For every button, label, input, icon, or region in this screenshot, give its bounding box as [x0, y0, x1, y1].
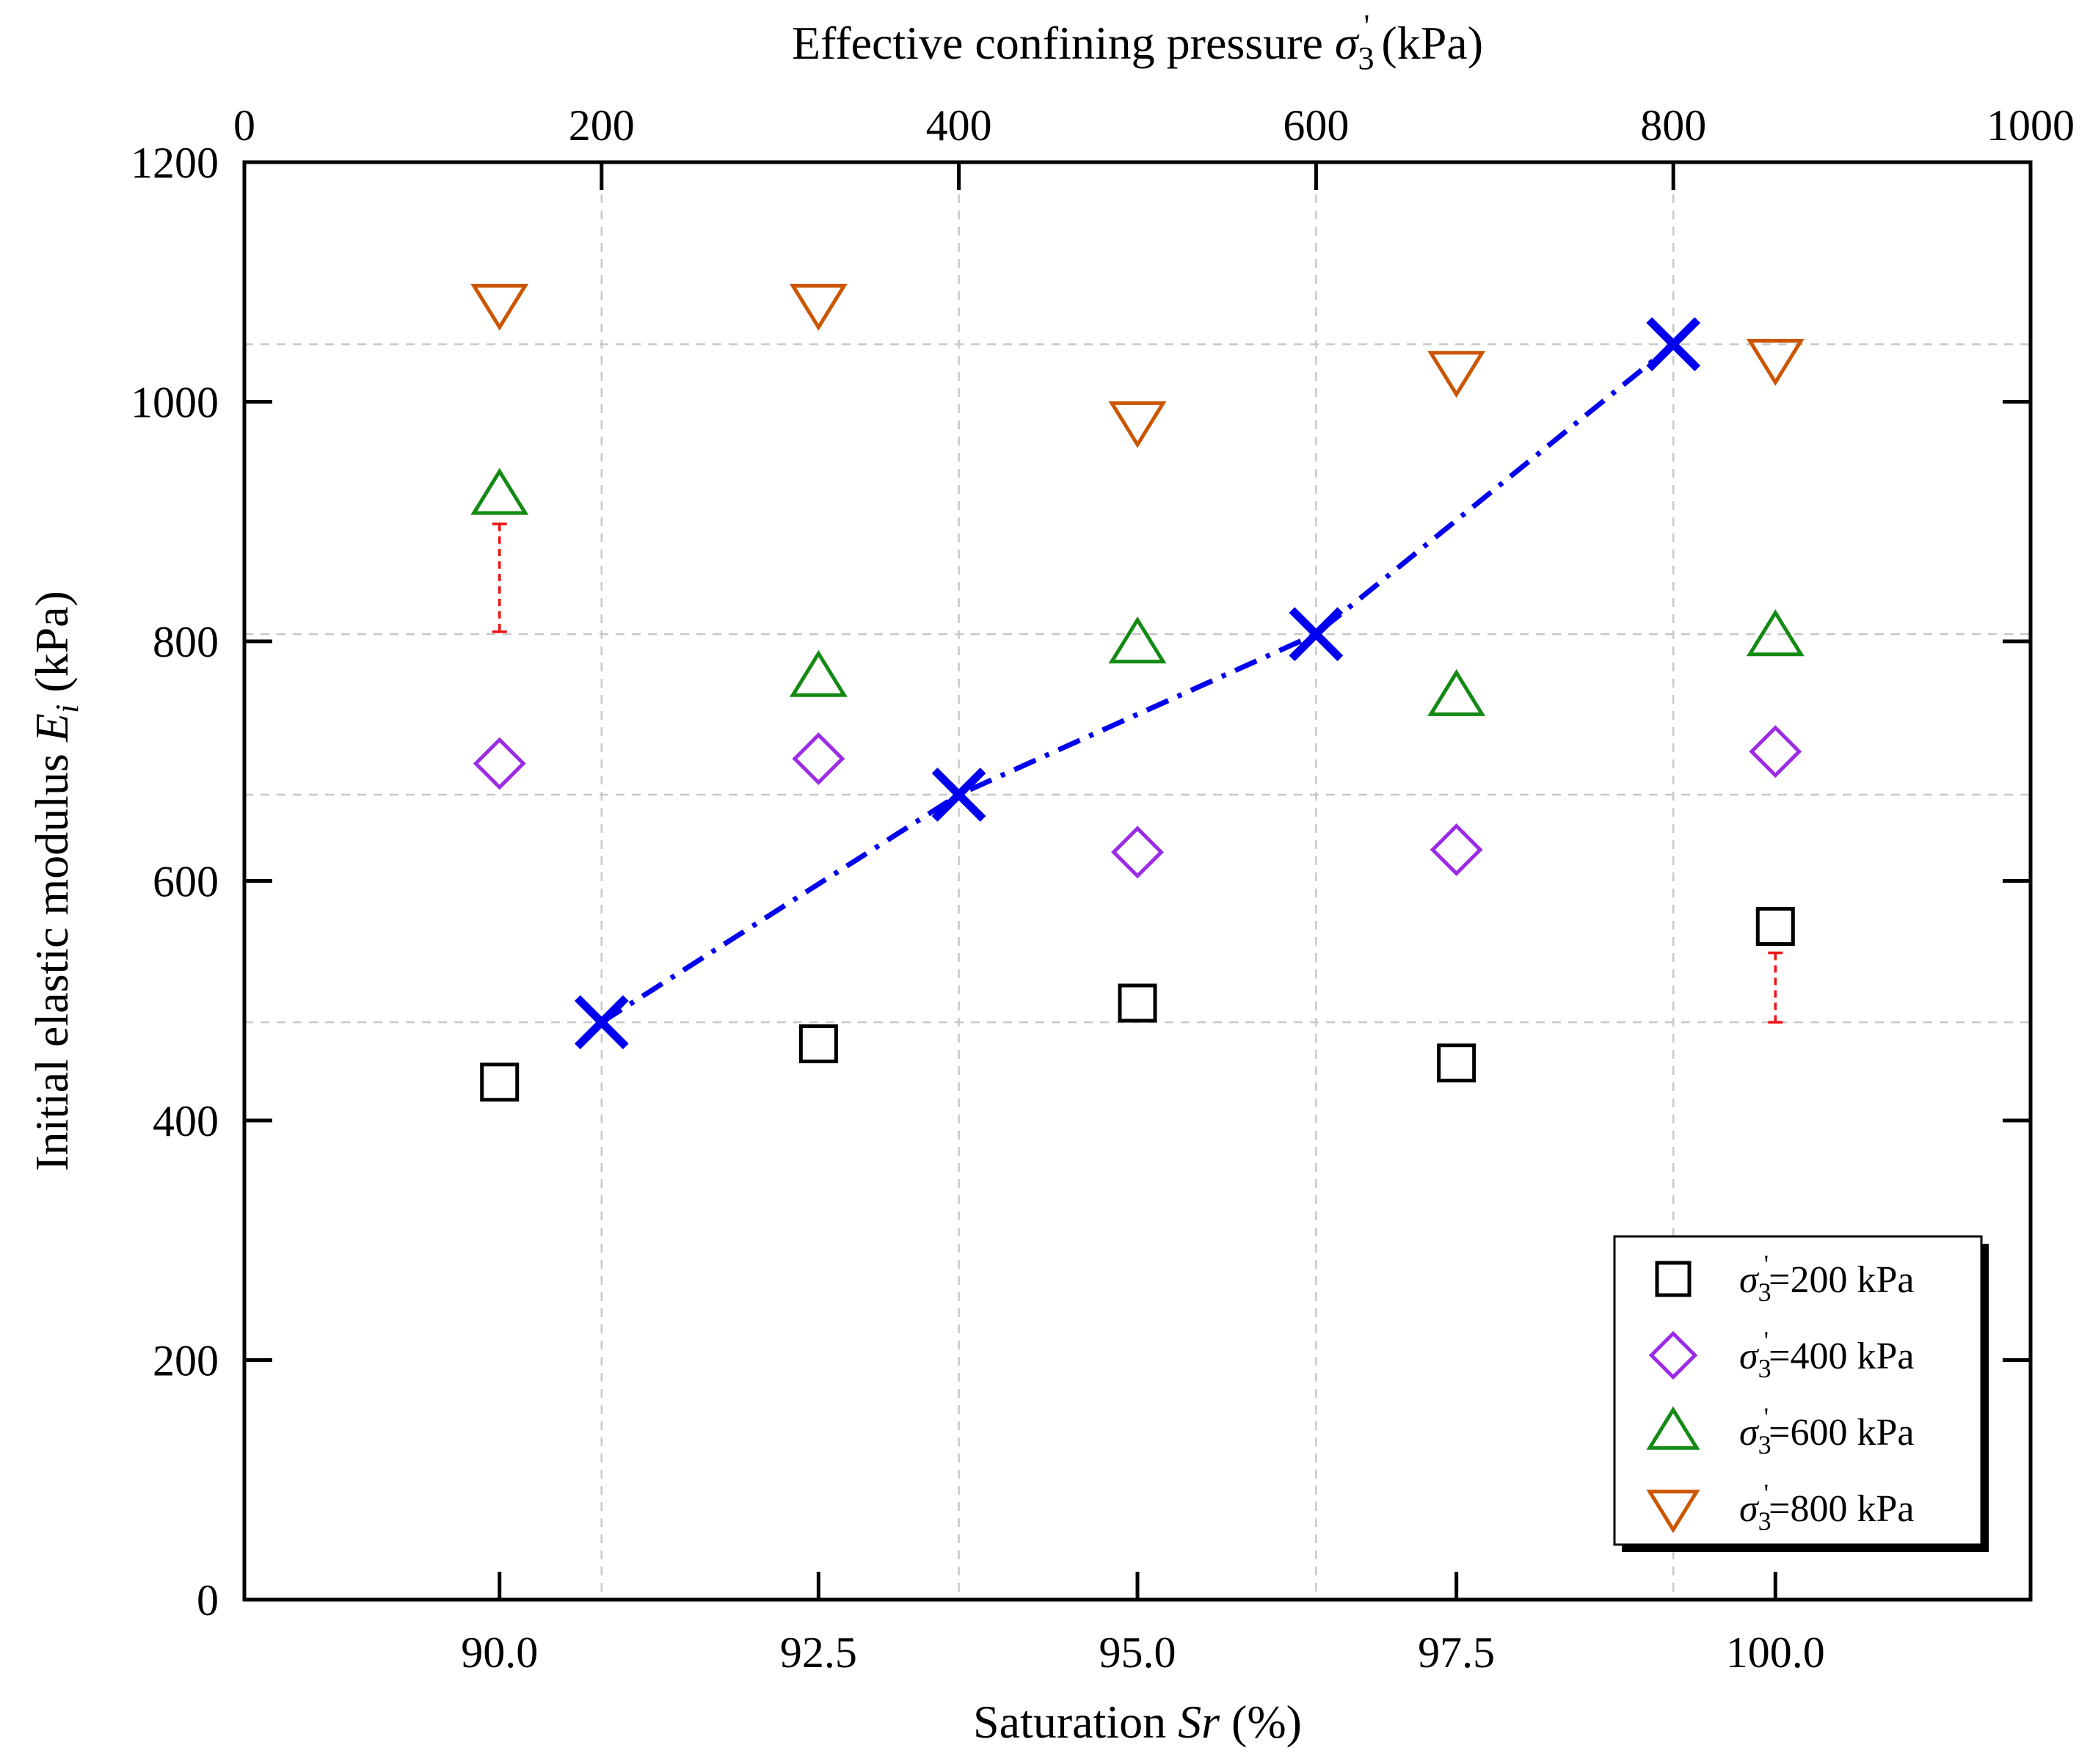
data-point-triangle-down — [1746, 338, 1805, 386]
data-point-diamond — [1749, 725, 1802, 779]
legend-label: σ3'=600 kPa — [1739, 1402, 1914, 1459]
trend-point-x-marker — [931, 768, 986, 822]
left-axis-tick-label: 800 — [153, 618, 219, 666]
legend-label: σ3'=400 kPa — [1739, 1326, 1914, 1383]
legend-marker-diamond — [1648, 1330, 1698, 1380]
error-bar — [492, 522, 507, 633]
legend-entry: σ3'=800 kPa — [1646, 1479, 1914, 1536]
data-point-triangle-down — [470, 283, 529, 331]
left-axis-title: Initial elastic modulus Ei (kPa) — [26, 591, 85, 1171]
left-axis-tick-label: 1000 — [131, 379, 219, 427]
axis-labels: 90.0 92.5 95.0 97.5 100.0 0 200 400 600 800 1000 0 2… — [26, 8, 2075, 1748]
series-square — [480, 907, 1795, 1102]
legend-entry: σ3'=200 kPa — [1655, 1250, 1914, 1307]
bottom-axis-tick-label: 92.5 — [780, 1628, 857, 1677]
top-axis-tick-label: 200 — [569, 101, 635, 150]
bottom-axis-tick-label: 90.0 — [461, 1628, 538, 1677]
axis-ticks — [242, 160, 2033, 1602]
legend-marker-triangle-down — [1646, 1490, 1700, 1534]
trend-point-x-marker — [574, 995, 629, 1050]
left-axis-tick-label: 0 — [197, 1576, 219, 1625]
bottom-axis-tick-label: 100.0 — [1726, 1628, 1825, 1677]
data-point-triangle-up — [1746, 609, 1805, 657]
series-diamond — [473, 725, 1802, 879]
data-point-triangle-up — [789, 649, 848, 697]
trend-point-x-marker — [1646, 317, 1701, 372]
data-point-square — [1118, 983, 1157, 1023]
left-axis-tick-label: 1200 — [131, 139, 219, 187]
error-bar — [1768, 951, 1783, 1024]
series-triangle-down — [470, 283, 1805, 448]
left-axis-tick-label: 200 — [153, 1337, 219, 1385]
trend-series — [574, 317, 1701, 1050]
left-axis-tick-label: 400 — [153, 1097, 219, 1145]
top-axis-tick-label: 1000 — [1987, 101, 2075, 150]
data-point-diamond — [473, 737, 526, 790]
data-point-square — [1755, 907, 1795, 947]
data-point-square — [480, 1063, 520, 1102]
legend-entry: σ3'=400 kPa — [1648, 1326, 1914, 1383]
legend-label: σ3'=200 kPa — [1739, 1250, 1914, 1307]
series-triangle-up — [470, 467, 1805, 716]
bottom-axis-tick-label: 97.5 — [1418, 1628, 1495, 1677]
data-point-square — [798, 1024, 838, 1064]
data-series — [470, 283, 1805, 1102]
legend-entry: σ3'=600 kPa — [1646, 1402, 1914, 1459]
legend-marker-square — [1655, 1261, 1692, 1297]
x-marker-stroke — [574, 995, 629, 1050]
top-axis-tick-label: 400 — [926, 101, 992, 150]
x-marker-stroke — [1646, 317, 1701, 372]
legend-label: σ3'=800 kPa — [1739, 1479, 1914, 1536]
top-axis-title: Effective confining pressure σ3' (kPa) — [792, 8, 1483, 76]
data-point-triangle-down — [1108, 401, 1167, 448]
top-axis-tick-label: 800 — [1640, 101, 1706, 150]
data-point-diamond — [792, 732, 845, 785]
data-point-diamond — [1430, 823, 1483, 876]
trend-line — [600, 342, 1675, 1025]
data-point-triangle-down — [789, 283, 848, 331]
legend: σ3'=200 kPa σ3'=400 kPa σ3'=600 kPa σ3'=800… — [1613, 1235, 1989, 1552]
data-point-triangle-up — [1427, 668, 1486, 716]
top-axis-tick-label: 600 — [1283, 101, 1349, 150]
x-marker-stroke — [1289, 607, 1344, 662]
top-axis-tick-label: 0 — [233, 101, 255, 150]
bottom-axis-tick-label: 95.0 — [1099, 1628, 1176, 1677]
trend-point-x-marker — [1289, 607, 1344, 662]
data-point-square — [1437, 1043, 1477, 1083]
bottom-axis-title: Saturation Sr (%) — [973, 1696, 1302, 1748]
data-point-diamond — [1111, 825, 1164, 879]
x-marker-stroke — [931, 768, 986, 822]
data-point-triangle-up — [470, 467, 529, 515]
legend-marker-triangle-up — [1646, 1406, 1700, 1450]
data-point-triangle-down — [1427, 351, 1486, 398]
data-point-triangle-up — [1108, 616, 1167, 664]
left-axis-tick-label: 600 — [153, 858, 219, 906]
error-bars — [492, 522, 1783, 1024]
